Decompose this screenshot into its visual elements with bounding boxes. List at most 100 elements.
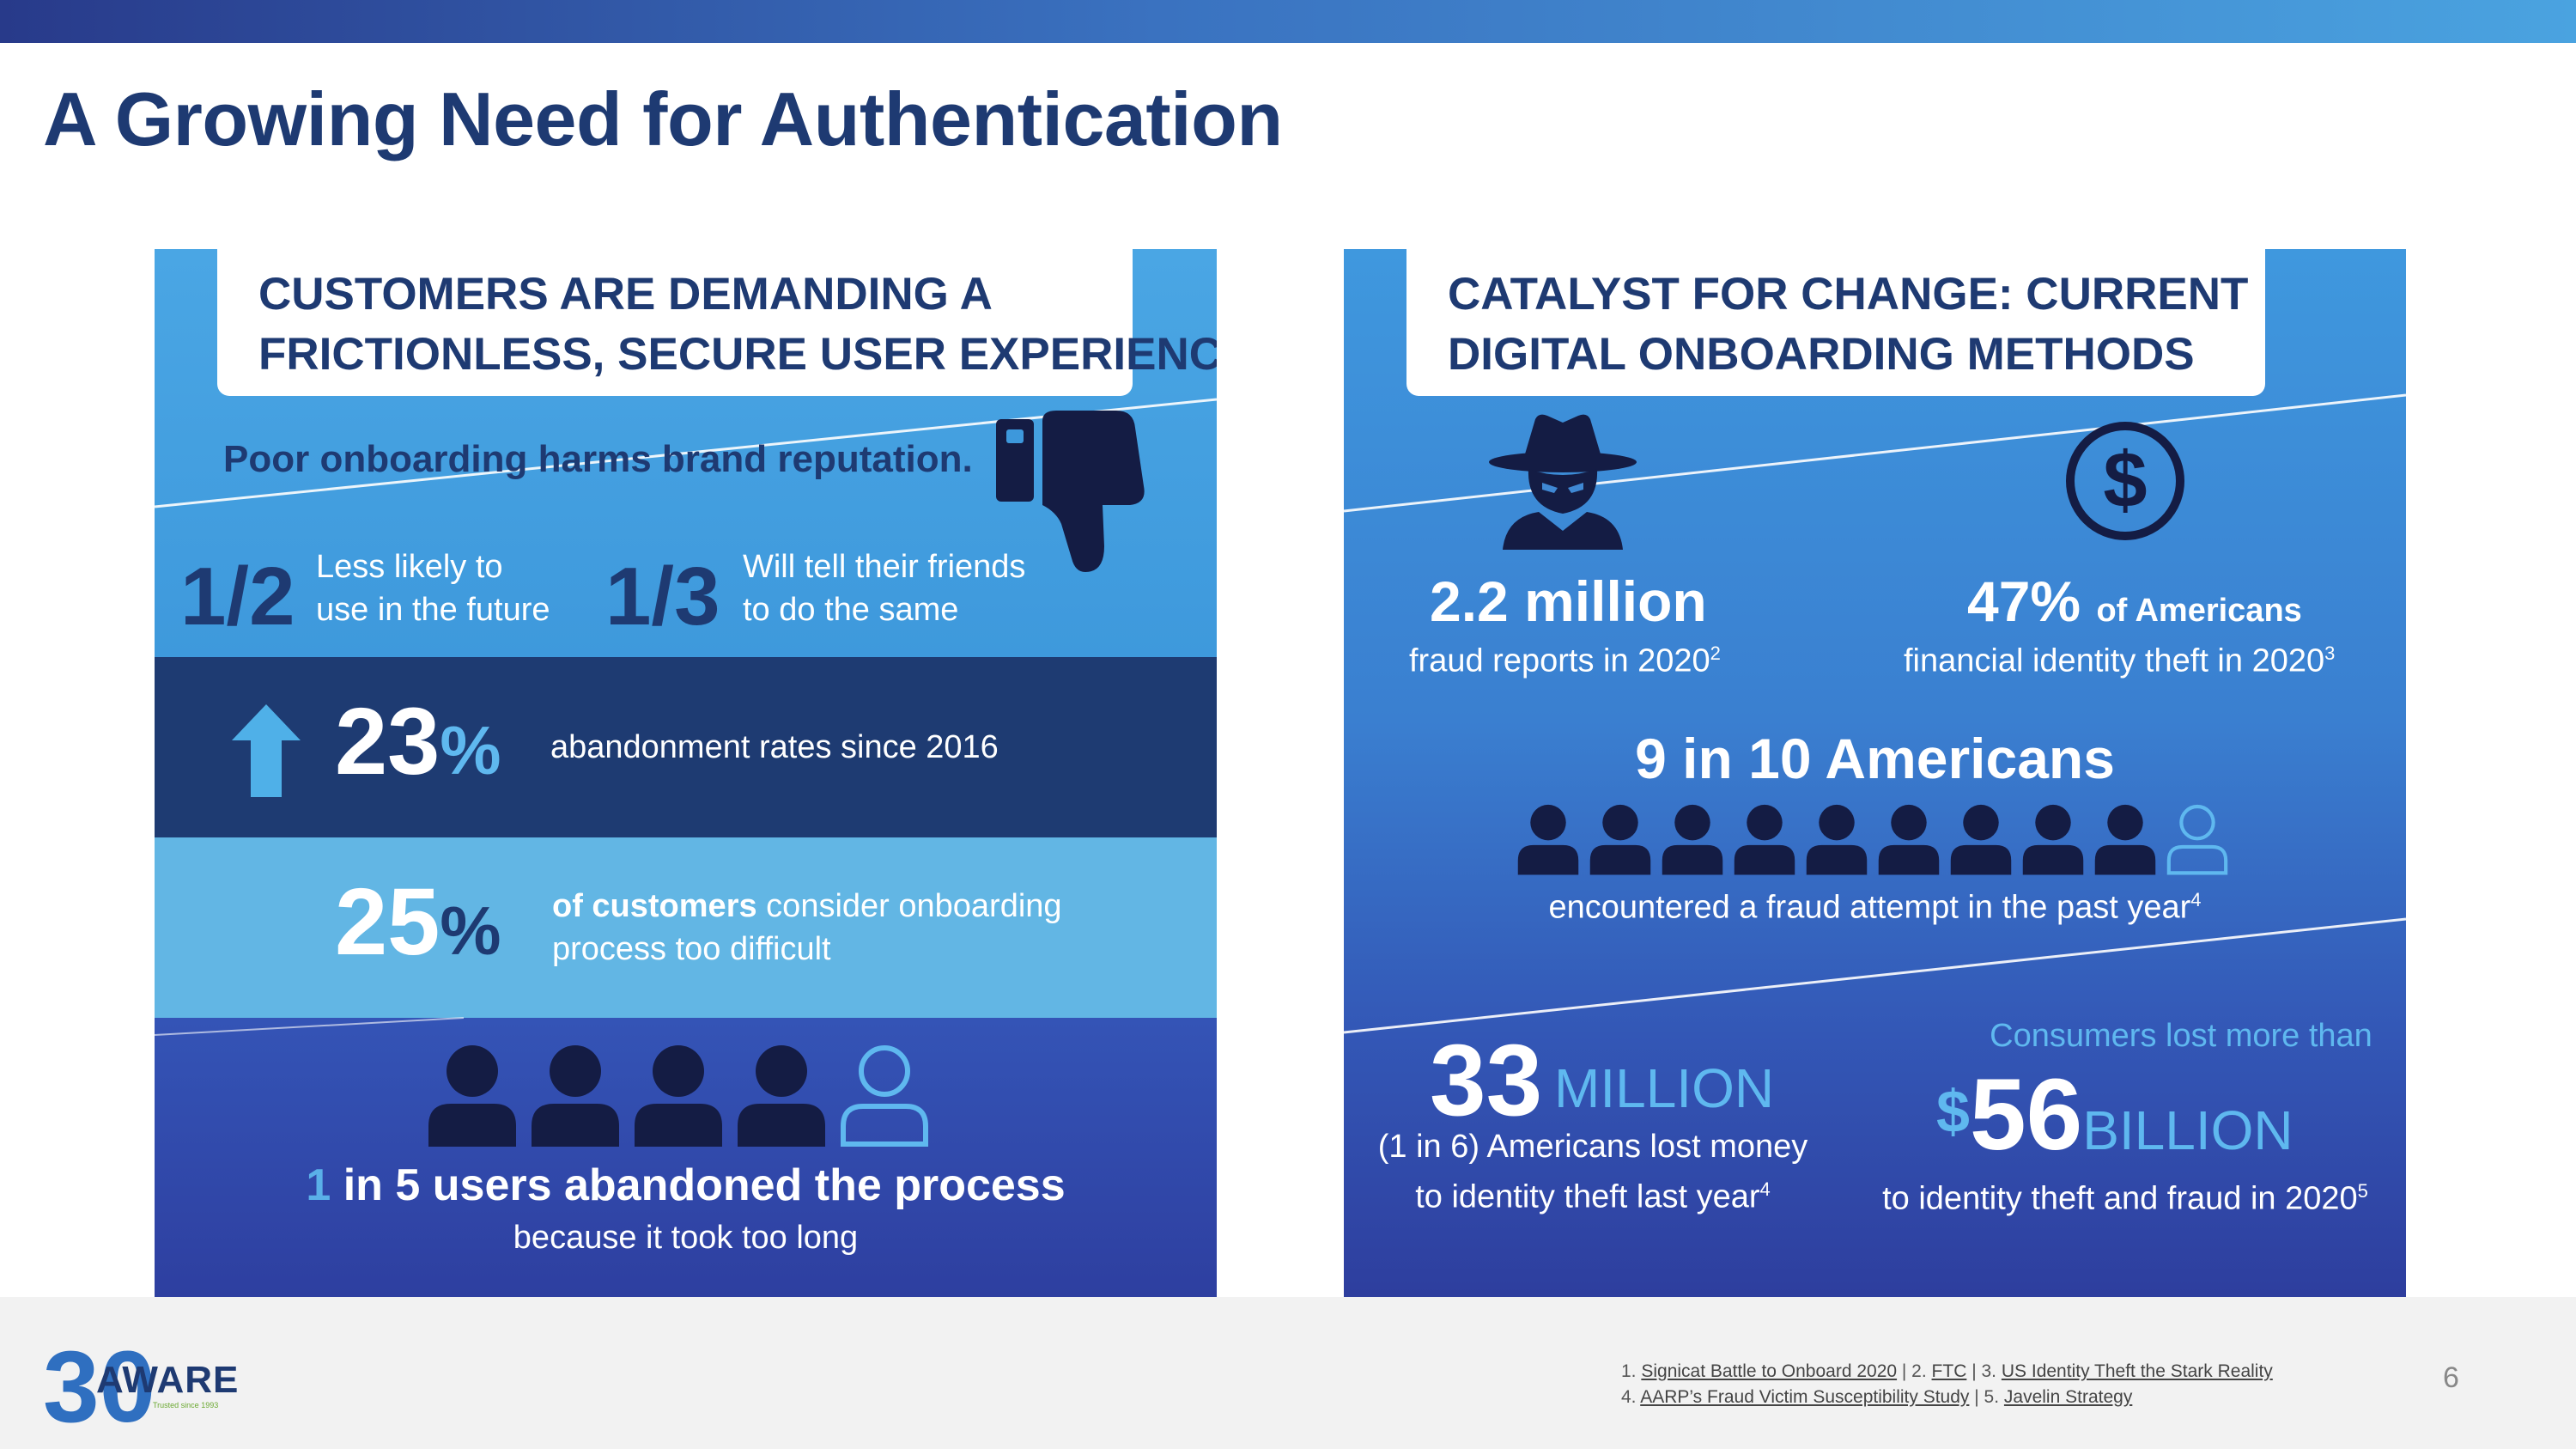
arrow-up-icon	[232, 704, 301, 797]
encountered-text: encountered a fraud attempt in the past …	[1344, 889, 2406, 927]
billion-value: 56	[1969, 1058, 2083, 1172]
ref2-prefix: | 2.	[1897, 1361, 1932, 1381]
left-panel: CUSTOMERS ARE DEMANDING A FRICTIONLESS, …	[155, 249, 1217, 1297]
left-header-line2: FRICTIONLESS, SECURE USER EXPERIENCE	[258, 329, 1217, 380]
right-people-row	[1516, 803, 2230, 875]
million-text: (1 in 6) Americans lost money to identit…	[1370, 1125, 1816, 1219]
person-filled-icon	[1517, 804, 1579, 875]
stat-third-desc: Will tell their friends to do the same	[743, 545, 1025, 631]
difficult-percent: 25%	[335, 868, 501, 977]
billion-stat: $56BILLION	[1936, 1056, 2293, 1173]
ref-link-javelin[interactable]: Javelin Strategy	[2003, 1387, 2133, 1407]
abandonment-unit: %	[440, 712, 501, 788]
right-diagonal-lines	[1344, 393, 2406, 1034]
difficult-line1: consider onboarding	[756, 888, 1062, 924]
footer	[0, 1297, 2576, 1449]
billion-text: to identity theft and fraud in 20205	[1859, 1170, 2391, 1221]
person-filled-icon	[1806, 804, 1868, 875]
abandonment-value: 23	[335, 689, 440, 795]
difficult-value: 25	[335, 869, 440, 975]
abandonment-percent: 23%	[335, 687, 501, 796]
left-header-line1: CUSTOMERS ARE DEMANDING A	[258, 269, 993, 320]
page-number: 6	[2443, 1361, 2459, 1394]
because-text: because it took too long	[513, 1220, 859, 1256]
hacker-icon	[1489, 414, 1637, 550]
stat-half-value: 1/2	[180, 551, 295, 642]
person-filled-icon	[2022, 804, 2084, 875]
ref4-prefix: 4.	[1621, 1387, 1641, 1407]
stat-third-line2: to do the same	[743, 592, 959, 628]
logo-number: 30	[43, 1336, 155, 1430]
left-people-row	[425, 1044, 932, 1147]
ref-link-ftc[interactable]: FTC	[1931, 1361, 1967, 1381]
ref5-prefix: | 5.	[1969, 1387, 2004, 1407]
fraud-reports-text: fraud reports in 20202	[1409, 642, 1721, 680]
person-filled-icon	[428, 1045, 516, 1147]
person-filled-icon	[1589, 804, 1651, 875]
logo-tagline: Trusted since 1993	[153, 1401, 218, 1409]
person-outline-icon	[841, 1045, 928, 1147]
logo-text: AWARE	[96, 1359, 239, 1401]
poor-onboarding-text: Poor onboarding harms brand reputation.	[223, 438, 973, 480]
one-in-five-rest: in 5 users abandoned the process	[331, 1160, 1066, 1210]
left-band-abandonment	[155, 657, 1217, 837]
person-filled-icon	[1734, 804, 1795, 875]
billion-currency: $	[1936, 1078, 1970, 1145]
person-outline-icon	[2166, 804, 2228, 875]
right-header-line2: DIGITAL ONBOARDING METHODS	[1448, 329, 2195, 380]
fraud-reports-value: 2.2 million	[1430, 569, 1707, 633]
person-filled-icon	[1950, 804, 2012, 875]
refs-line1: 1. Signicat Battle to Onboard 2020 | 2. …	[1621, 1359, 2273, 1385]
one-in-five-text: 1 in 5 users abandoned the process	[155, 1160, 1217, 1211]
left-panel-header: CUSTOMERS ARE DEMANDING A FRICTIONLESS, …	[217, 249, 1217, 396]
right-panel: CATALYST FOR CHANGE: CURRENT DIGITAL ONB…	[1344, 249, 2406, 1297]
million-ref: 4	[1759, 1178, 1771, 1200]
abandonment-text: abandonment rates since 2016	[550, 729, 999, 765]
one-in-five-highlight: 1	[306, 1160, 331, 1210]
million-line2-wrap: to identity theft last year4	[1370, 1168, 1816, 1219]
footer-references: 1. Signicat Battle to Onboard 2020 | 2. …	[1621, 1359, 2273, 1410]
stat-third-value: 1/3	[605, 551, 720, 642]
encountered-ref: 4	[2190, 889, 2202, 910]
svg-text:$: $	[2103, 436, 2147, 524]
difficult-unit: %	[440, 892, 501, 969]
encountered-label: encountered a fraud attempt in the past …	[1548, 889, 2191, 926]
fraud-reports-ref: 2	[1710, 642, 1721, 664]
ref-link-signicat[interactable]: Signicat Battle to Onboard 2020	[1641, 1361, 1898, 1381]
ref3-prefix: | 3.	[1966, 1361, 2002, 1381]
thumbs-down-icon	[996, 411, 1145, 572]
left-diagonal-lines	[155, 398, 1217, 1036]
person-filled-icon	[1878, 804, 1940, 875]
identity-theft-text: financial identity theft in 20203	[1904, 642, 2335, 680]
left-band-difficult	[155, 837, 1217, 1018]
identity-theft-value: 47% of Americans	[1967, 569, 2302, 634]
person-filled-icon	[1662, 804, 1723, 875]
person-filled-icon	[738, 1045, 825, 1147]
identity-theft-label: financial identity theft in 2020	[1904, 642, 2325, 679]
difficult-text: of customers consider onboarding process…	[552, 885, 1062, 971]
million-value: 33	[1430, 1024, 1543, 1137]
fraud-reports-label: fraud reports in 2020	[1409, 642, 1710, 679]
million-line1: (1 in 6) Americans lost money	[1377, 1129, 1808, 1165]
ref-link-stark-reality[interactable]: US Identity Theft the Stark Reality	[2001, 1361, 2273, 1381]
stat-third-line1: Will tell their friends	[743, 549, 1026, 585]
identity-theft-percent: 47%	[1967, 569, 2081, 633]
right-panel-header: CATALYST FOR CHANGE: CURRENT DIGITAL ONB…	[1406, 249, 2265, 396]
identity-theft-ref: 3	[2324, 642, 2336, 664]
billion-label: to identity theft and fraud in 2020	[1882, 1180, 2358, 1217]
difficult-bold: of customers	[552, 888, 757, 924]
page-title: A Growing Need for Authentication	[43, 76, 1283, 161]
billion-word: BILLION	[2082, 1099, 2293, 1161]
ref-link-aarp[interactable]: AARP’s Fraud Victim Susceptibility Study	[1640, 1387, 1970, 1407]
person-filled-icon	[532, 1045, 619, 1147]
difficult-line2: process too difficult	[552, 931, 831, 967]
dollar-coin-icon: $	[2066, 422, 2184, 540]
stat-half-desc: Less likely to use in the future	[316, 545, 550, 631]
ref1-prefix: 1.	[1621, 1361, 1642, 1381]
aware-logo: 30 AWARE Trusted since 1993	[43, 1336, 239, 1430]
stat-half-line1: Less likely to	[316, 549, 503, 585]
right-header-line1: CATALYST FOR CHANGE: CURRENT	[1448, 269, 2249, 320]
refs-line2: 4. AARP’s Fraud Victim Susceptibility St…	[1621, 1385, 2273, 1410]
million-word: MILLION	[1554, 1057, 1775, 1119]
top-gradient-bar	[0, 0, 2576, 43]
